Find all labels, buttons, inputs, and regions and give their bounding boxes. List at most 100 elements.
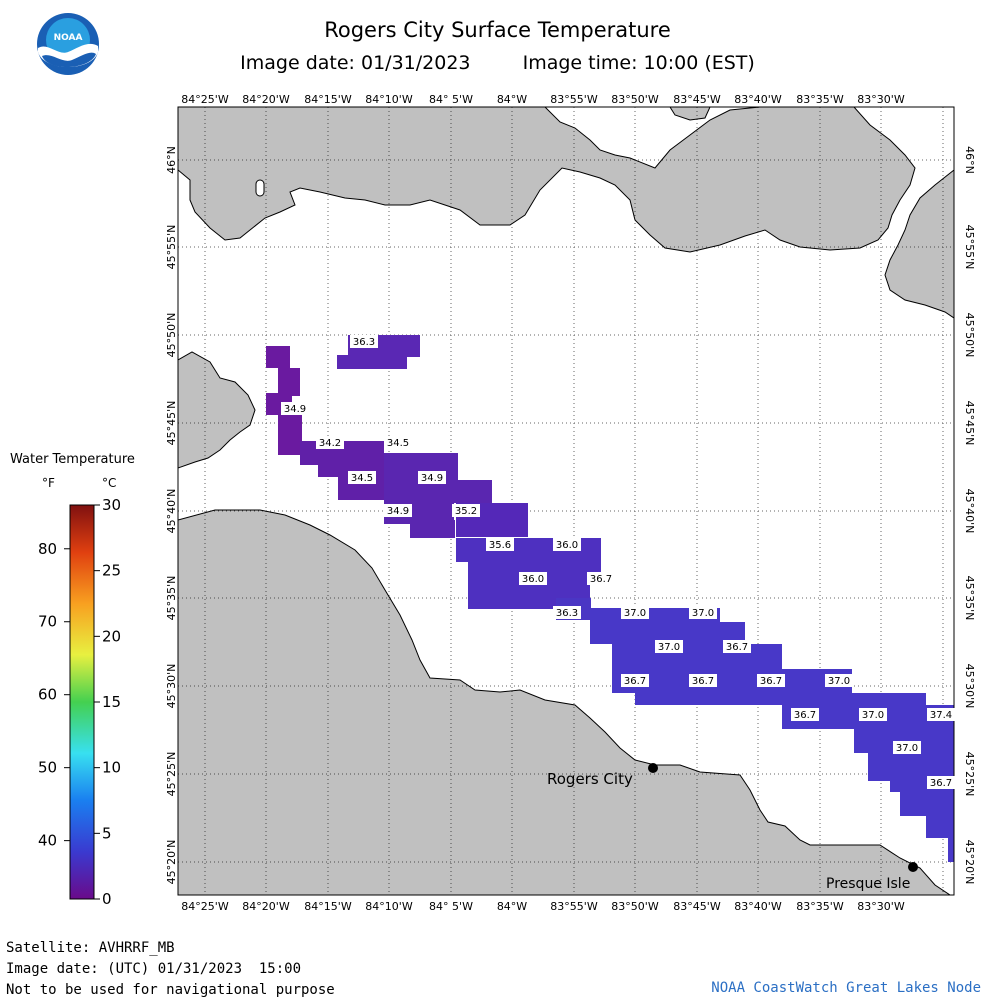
temperature-label-box	[621, 606, 649, 619]
temperature-cell	[266, 346, 290, 368]
temperature-label: 36.7	[590, 574, 612, 585]
lon-label-top: 83°35'W	[796, 93, 844, 106]
temperature-label: 34.5	[351, 473, 373, 484]
land-areas	[178, 107, 954, 895]
temperature-label-box	[350, 335, 378, 348]
temperature-label-box	[859, 708, 887, 721]
lon-label-top: 83°50'W	[611, 93, 659, 106]
lon-label-top: 83°30'W	[857, 93, 905, 106]
celsius-tick-label: 15	[102, 693, 121, 711]
temperature-cell	[612, 644, 782, 669]
temperature-label-box	[757, 674, 785, 687]
temperature-label: 34.9	[284, 404, 306, 415]
celsius-tick-label: 0	[102, 890, 112, 908]
color-bar	[69, 504, 95, 900]
temperature-cell	[926, 814, 954, 838]
temperature-label: 36.7	[760, 676, 782, 687]
lat-label-right: 45°30'N	[963, 664, 976, 709]
unit-celsius: °C	[102, 476, 117, 490]
temperature-label: 37.4	[930, 710, 952, 721]
celsius-tick-label: 25	[102, 562, 121, 580]
temperature-cell	[854, 693, 926, 707]
lat-label-right: 45°35'N	[963, 576, 976, 621]
credit-link[interactable]: NOAA CoastWatch Great Lakes Node	[711, 980, 981, 996]
temperature-label: 34.5	[387, 438, 409, 449]
temperature-label: 36.7	[794, 710, 816, 721]
celsius-tick-label: 5	[102, 824, 112, 842]
temperature-cell	[278, 368, 300, 396]
lon-label-bottom: 84°W	[497, 900, 527, 913]
temperature-label: 34.9	[421, 473, 443, 484]
unit-fahrenheit: °F	[42, 476, 55, 490]
inland-lake	[255, 179, 265, 197]
temperature-label: 36.7	[726, 642, 748, 653]
temperature-label: 36.7	[692, 676, 714, 687]
lat-label-left: 45°50'N	[165, 313, 178, 358]
lat-label-left: 46°N	[165, 146, 178, 174]
lon-labels-top: 84°25'W 84°20'W 84°15'W 84°10'W 84° 5'W 84°W 8…	[181, 93, 905, 106]
temperature-label-box	[281, 402, 309, 415]
lon-label-top: 83°40'W	[734, 93, 782, 106]
temperature-label: 37.0	[692, 608, 714, 619]
temperature-label: 36.7	[930, 778, 952, 789]
lon-label-bottom: 84° 5'W	[429, 900, 473, 913]
temperature-label: 37.0	[828, 676, 850, 687]
temperature-label: 35.6	[489, 540, 511, 551]
map-title: Rogers City Surface Temperature	[324, 18, 671, 42]
temperature-labels: 36.3 34.9 34.2 34.5 34.5 34.9 34.9 35.2 35.6 36.0…	[281, 335, 955, 789]
temperature-label: 34.2	[319, 438, 341, 449]
lon-label-top: 84°20'W	[242, 93, 290, 106]
land-south-shore	[178, 509, 951, 895]
temperature-label: 37.0	[624, 608, 646, 619]
lon-label-bottom: 84°15'W	[304, 900, 352, 913]
temperature-cell	[410, 520, 455, 538]
fahrenheit-tick-label: 60	[38, 686, 57, 704]
temperature-cell	[612, 669, 852, 693]
lat-label-right: 45°20'N	[963, 840, 976, 885]
lat-label-left: 45°45'N	[165, 401, 178, 446]
lat-label-left: 45°55'N	[165, 225, 178, 270]
temperature-label: 36.3	[353, 337, 375, 348]
satellite-info: Satellite: AVHRRF_MB	[6, 940, 175, 956]
image-date: Image date: 01/31/2023	[240, 52, 471, 74]
temperature-label-box	[689, 674, 717, 687]
map-subtitle: Image date: 01/31/2023 Image time: 10:00…	[0, 52, 995, 74]
lat-label-right: 45°55'N	[963, 225, 976, 270]
lon-label-bottom: 83°30'W	[857, 900, 905, 913]
temperature-label-box	[893, 741, 921, 754]
image-time: Image time: 10:00 (EST)	[522, 52, 755, 74]
place-label-presque-isle: Presque Isle	[826, 876, 910, 892]
temperature-label-box	[553, 538, 581, 551]
lat-labels-left: 46°N 45°55'N 45°50'N 45°45'N 45°40'N 45°35'N 4…	[165, 146, 178, 884]
legend-title: Water Temperature	[10, 452, 135, 467]
lat-label-right: 45°50'N	[963, 313, 976, 358]
lat-label-right: 45°25'N	[963, 752, 976, 797]
temperature-label-box	[348, 471, 376, 484]
lon-label-bottom: 83°55'W	[550, 900, 598, 913]
lon-label-top: 84°15'W	[304, 93, 352, 106]
temperature-label: 36.0	[522, 574, 544, 585]
lon-label-top: 84°25'W	[181, 93, 229, 106]
lat-label-left: 45°25'N	[165, 752, 178, 797]
rogers-city-dot	[648, 763, 658, 773]
lon-label-top: 84°10'W	[365, 93, 413, 106]
temperature-label: 37.0	[896, 743, 918, 754]
lat-label-left: 45°40'N	[165, 489, 178, 534]
fahrenheit-tick-label: 80	[38, 540, 57, 558]
celsius-tick-label: 20	[102, 627, 121, 645]
temperature-cell	[900, 792, 954, 816]
presque-isle-dot	[908, 862, 918, 872]
temperature-cell	[278, 415, 302, 455]
temperature-label-box	[927, 776, 955, 789]
lat-label-left: 45°20'N	[165, 840, 178, 885]
temperature-label-box	[384, 504, 412, 517]
lon-label-top: 84° 5'W	[429, 93, 473, 106]
lon-labels-bottom: 84°25'W 84°20'W 84°15'W 84°10'W 84° 5'W 84°W 8…	[181, 900, 905, 913]
lon-label-top: 84°W	[497, 93, 527, 106]
disclaimer: Not to be used for navigational purpose	[6, 982, 335, 998]
temperature-label: 36.0	[556, 540, 578, 551]
lat-labels-right: 46°N 45°55'N 45°50'N 45°45'N 45°40'N 45°35'N 4…	[963, 146, 976, 884]
lon-label-bottom: 83°45'W	[673, 900, 721, 913]
